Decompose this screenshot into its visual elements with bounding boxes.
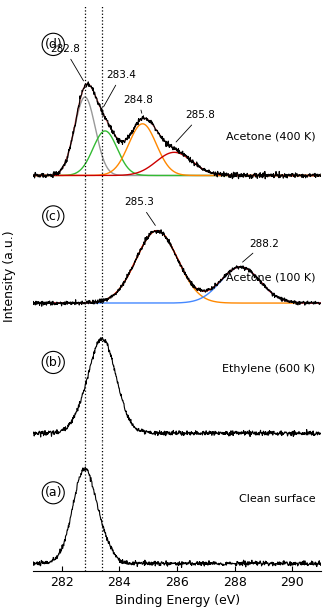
Text: (b): (b) [44,356,62,369]
Text: Acetone (100 K): Acetone (100 K) [226,273,315,282]
Text: (c): (c) [45,210,62,223]
Text: 288.2: 288.2 [243,239,279,262]
Text: 284.8: 284.8 [123,95,153,113]
Text: (d): (d) [44,38,62,51]
Text: 285.8: 285.8 [176,110,215,142]
Text: Acetone (400 K): Acetone (400 K) [226,131,315,141]
Text: 282.8: 282.8 [50,44,83,81]
Text: (a): (a) [44,486,62,499]
Text: 283.4: 283.4 [104,70,136,107]
X-axis label: Binding Energy (eV): Binding Energy (eV) [115,594,240,607]
Text: 285.3: 285.3 [125,197,155,225]
Text: Clean surface: Clean surface [239,494,315,504]
Text: Intensity (a.u.): Intensity (a.u.) [3,230,16,322]
Text: Ethylene (600 K): Ethylene (600 K) [222,364,315,374]
